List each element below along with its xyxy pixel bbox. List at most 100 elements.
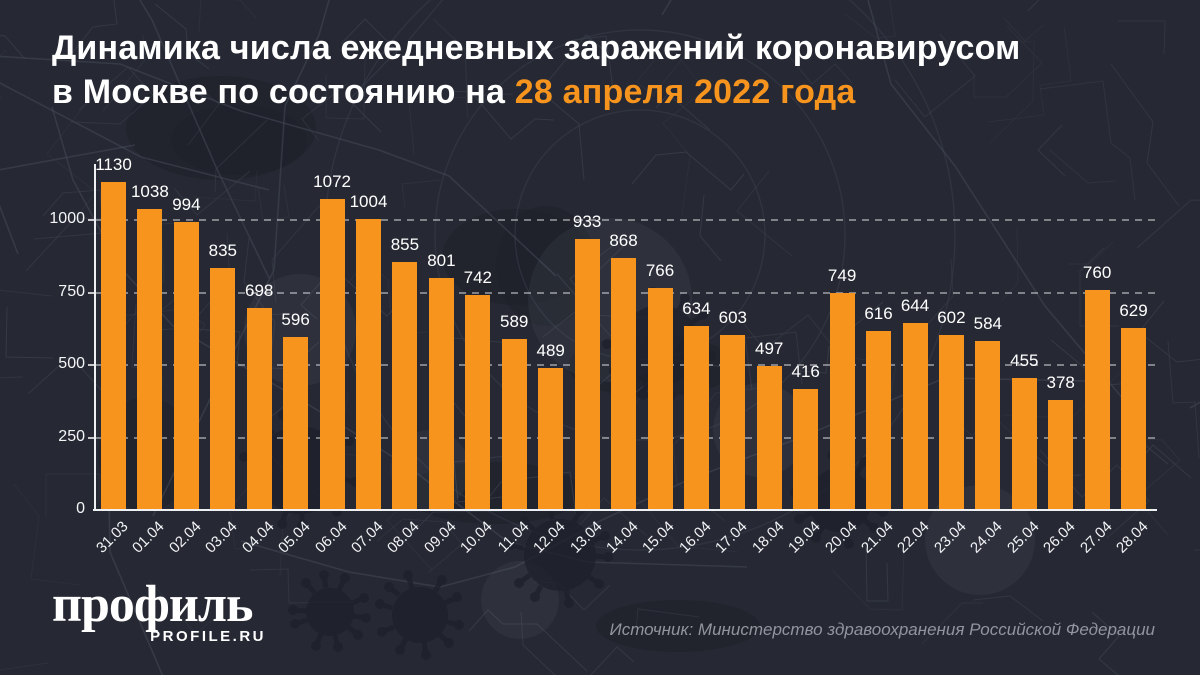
bar-value-label: 994 bbox=[172, 194, 201, 214]
x-axis-line bbox=[93, 509, 1157, 511]
source-attribution: Источник: Министерство здравоохранения Р… bbox=[609, 620, 1155, 639]
x-axis-label-text: 23.04 bbox=[930, 518, 970, 557]
bar bbox=[975, 340, 1001, 510]
bar bbox=[137, 209, 163, 510]
bar-value-label: 1130 bbox=[95, 155, 132, 175]
title-line-2: в Москве по состоянию на 28 апреля 2022 … bbox=[52, 70, 1020, 114]
y-axis-tick bbox=[88, 291, 95, 294]
bar-value-label: 698 bbox=[245, 280, 274, 300]
bar-value-label: 378 bbox=[1046, 373, 1075, 393]
x-axis-label-text: 20.04 bbox=[821, 518, 861, 557]
y-axis-label: 0 bbox=[76, 500, 85, 517]
x-axis-label-text: 26.04 bbox=[1040, 518, 1079, 557]
x-axis-label-text: 15.04 bbox=[639, 518, 679, 557]
y-axis-label: 750 bbox=[58, 282, 85, 300]
title-line-2-text: в Москве по состоянию на bbox=[52, 73, 515, 111]
x-axis-label-text: 28.04 bbox=[1112, 518, 1152, 557]
bar-value-label: 455 bbox=[1010, 351, 1039, 371]
x-axis-label-text: 09.04 bbox=[420, 518, 460, 557]
bar bbox=[1011, 378, 1037, 510]
bar-value-label: 933 bbox=[572, 212, 602, 232]
bar bbox=[720, 335, 746, 510]
bar bbox=[902, 323, 928, 510]
profile-logo: профиль PROFILE.RU bbox=[52, 576, 266, 646]
x-axis-label-text: 07.04 bbox=[347, 518, 387, 557]
y-axis-line bbox=[94, 164, 96, 511]
x-axis-label-text: 18.04 bbox=[748, 518, 788, 557]
bar-value-label: 855 bbox=[390, 235, 420, 255]
bar-value-label: 497 bbox=[755, 338, 784, 358]
x-axis-label-text: 11.04 bbox=[494, 518, 533, 556]
x-axis-label-text: 17.04 bbox=[712, 518, 751, 557]
bar-value-label: 416 bbox=[791, 362, 820, 382]
x-axis-label-text: 02.04 bbox=[165, 518, 205, 557]
bar bbox=[938, 335, 964, 510]
title-line-1: Динамика числа ежедневных заражений коро… bbox=[52, 29, 1021, 67]
x-axis-label-text: 27.04 bbox=[1076, 518, 1116, 557]
bar bbox=[283, 337, 309, 510]
x-axis-label-text: 08.04 bbox=[384, 518, 423, 557]
bar-value-label: 616 bbox=[864, 304, 893, 324]
bar-value-label: 749 bbox=[827, 265, 857, 285]
y-axis-tick bbox=[88, 219, 95, 221]
bar-value-label: 603 bbox=[718, 308, 747, 328]
bar bbox=[793, 389, 819, 510]
x-axis-label-text: 10.04 bbox=[457, 518, 496, 557]
y-axis-label: 1000 bbox=[49, 210, 85, 227]
bar bbox=[1084, 289, 1110, 510]
bar-value-label: 766 bbox=[645, 260, 675, 280]
x-axis-label-text: 25.04 bbox=[1003, 518, 1043, 557]
bar-value-label: 629 bbox=[1119, 300, 1148, 320]
bar bbox=[101, 182, 126, 510]
bar bbox=[829, 292, 855, 510]
title-date-highlight: 28 апреля 2022 года bbox=[514, 73, 856, 111]
y-axis-tick bbox=[88, 436, 95, 439]
bar bbox=[756, 365, 782, 510]
bar bbox=[392, 262, 418, 510]
logo-domain: PROFILE.RU bbox=[150, 628, 266, 645]
chart-title: Динамика числа ежедневных заражений коро… bbox=[52, 26, 1020, 114]
bar bbox=[538, 368, 564, 510]
bar bbox=[173, 221, 199, 510]
bar-value-label: 1038 bbox=[130, 182, 169, 201]
x-axis-label-text: 13.04 bbox=[566, 518, 606, 557]
bar-value-label: 835 bbox=[208, 240, 237, 260]
bar-value-label: 868 bbox=[609, 231, 638, 251]
y-axis-tick bbox=[88, 364, 95, 366]
bar-value-label: 644 bbox=[900, 296, 930, 316]
gridline bbox=[95, 219, 1157, 221]
x-axis-label-text: 31.03 bbox=[92, 518, 132, 557]
bar bbox=[356, 218, 381, 510]
bar bbox=[866, 331, 891, 510]
bar-value-label: 801 bbox=[427, 250, 456, 270]
y-axis-label: 250 bbox=[58, 427, 85, 445]
y-axis-label: 500 bbox=[58, 355, 85, 372]
x-axis-label-text: 24.04 bbox=[967, 518, 1006, 557]
x-axis-label-text: 06.04 bbox=[311, 518, 351, 557]
x-axis-label-text: 14.04 bbox=[602, 518, 642, 557]
bar-value-label: 742 bbox=[463, 267, 492, 287]
x-axis-label-text: 21.04 bbox=[857, 518, 897, 557]
x-axis-label-text: 16.04 bbox=[675, 518, 715, 557]
bar-value-label: 489 bbox=[536, 341, 565, 361]
bar bbox=[611, 258, 636, 510]
bar bbox=[647, 287, 673, 510]
bar bbox=[1048, 400, 1074, 510]
logo-wordmark: профиль bbox=[52, 576, 254, 633]
bar-value-label: 1004 bbox=[349, 191, 388, 211]
bar-value-label: 1072 bbox=[313, 172, 351, 192]
bar bbox=[428, 277, 454, 510]
bar bbox=[1121, 327, 1146, 510]
bar-value-label: 634 bbox=[682, 299, 711, 319]
bar bbox=[683, 326, 709, 510]
bar bbox=[210, 267, 236, 510]
bar-value-label: 760 bbox=[1082, 262, 1112, 282]
x-axis-label-text: 05.04 bbox=[275, 518, 314, 557]
bar bbox=[246, 307, 272, 510]
bar bbox=[319, 199, 345, 510]
x-axis-label-text: 19.04 bbox=[785, 518, 824, 557]
bar bbox=[574, 239, 600, 510]
bar-value-label: 584 bbox=[973, 313, 1002, 333]
bar-value-label: 589 bbox=[500, 312, 529, 332]
